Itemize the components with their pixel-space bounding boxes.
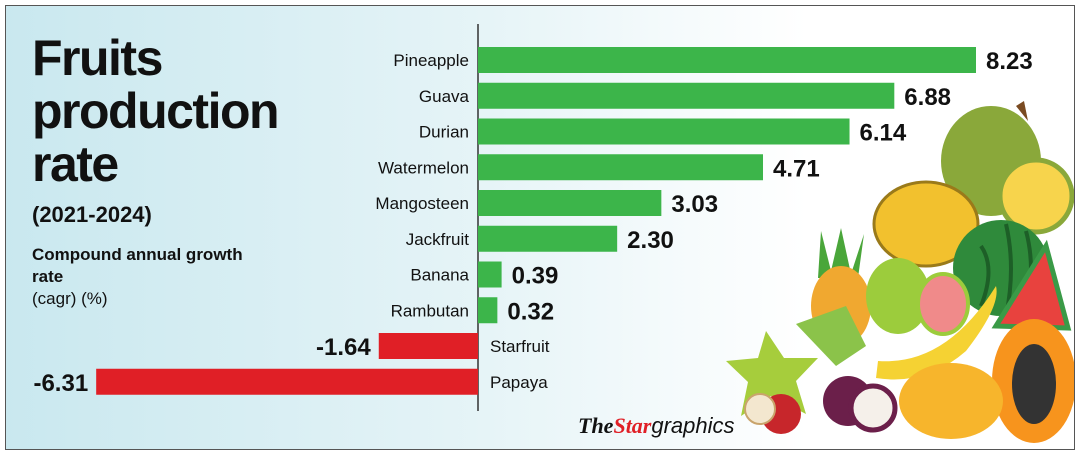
category-label-starfruit: Starfruit	[490, 337, 550, 356]
bar-starfruit	[378, 333, 478, 359]
bar-papaya	[96, 368, 478, 395]
page-title: Fruits production rate	[32, 30, 280, 192]
bar-pineapple	[478, 47, 976, 73]
bar-watermelon	[478, 154, 764, 181]
value-label-starfruit: -1.64	[316, 334, 371, 361]
category-label-guava: Guava	[419, 87, 470, 106]
credit-star: Star	[613, 413, 652, 438]
date-range: (2021-2024)	[32, 202, 152, 227]
value-label-pineapple: 8.23	[986, 48, 1033, 75]
bar-mangosteen	[478, 190, 662, 216]
metric-unit: (cagr) (%)	[32, 289, 108, 308]
category-label-jackfruit: Jackfruit	[406, 230, 470, 249]
value-label-mangosteen: 3.03	[671, 191, 718, 218]
value-label-papaya: -6.31	[33, 370, 88, 397]
value-label-banana: 0.39	[512, 263, 559, 290]
value-label-watermelon: 4.71	[773, 155, 820, 182]
bar-jackfruit	[478, 225, 618, 252]
fruit-pile-illustration	[726, 101, 1074, 443]
bar-banana	[478, 261, 502, 288]
credit-graphics: graphics	[651, 413, 735, 438]
bar-chart: Pineapple 8.23 Guava 6.88 Durian 6.14 Watermel…	[33, 24, 1033, 411]
category-label-banana: Banana	[410, 266, 469, 285]
category-label-pineapple: Pineapple	[393, 51, 469, 70]
bar-durian	[478, 118, 850, 145]
credit-the: The	[578, 413, 614, 438]
metric-description: Compound annual growth rate	[32, 245, 243, 286]
category-label-watermelon: Watermelon	[378, 158, 469, 177]
category-label-mangosteen: Mangosteen	[375, 194, 469, 213]
value-label-guava: 6.88	[904, 84, 951, 111]
value-label-durian: 6.14	[860, 120, 907, 147]
bar-guava	[478, 82, 895, 109]
infographic-frame: Fruits production rate (2021-2024) Compo…	[5, 5, 1075, 450]
value-label-jackfruit: 2.30	[627, 227, 674, 254]
category-label-durian: Durian	[419, 123, 469, 142]
category-label-papaya: Papaya	[490, 373, 548, 392]
credit-logo: TheStargraphics	[578, 413, 735, 439]
category-label-rambutan: Rambutan	[391, 301, 469, 320]
value-label-rambutan: 0.32	[507, 298, 554, 325]
bar-rambutan	[478, 297, 498, 324]
